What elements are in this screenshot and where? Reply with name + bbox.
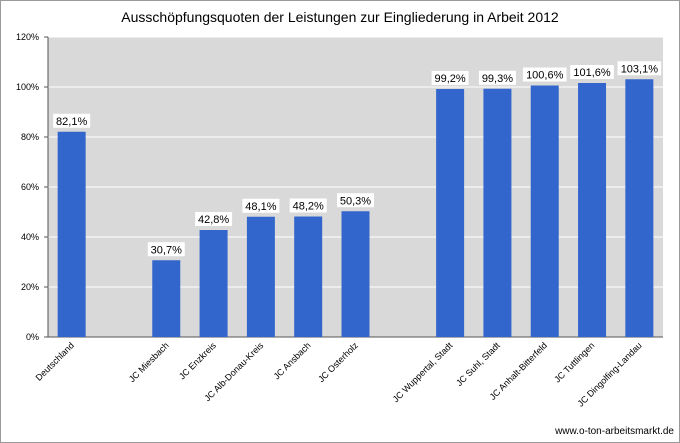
data-label-background — [195, 212, 233, 226]
bar — [57, 131, 86, 337]
data-label: 82,1% — [56, 116, 87, 128]
data-label-background — [522, 67, 567, 82]
bar — [578, 83, 607, 337]
data-label-background — [570, 65, 614, 79]
chart-title: Ausschöpfungsquoten der Leistungen zur E… — [121, 9, 559, 25]
data-label-background — [289, 198, 327, 213]
data-label: 42,8% — [198, 214, 229, 226]
bar — [294, 216, 323, 337]
data-label: 50,3% — [340, 195, 371, 207]
data-label-background — [242, 198, 280, 213]
data-label-background — [147, 242, 185, 257]
category-label: JC Suhl, Stadt — [454, 340, 502, 388]
bar — [483, 88, 512, 337]
y-tick-label: 120% — [16, 32, 39, 42]
data-label-background — [431, 71, 469, 85]
bar — [199, 230, 228, 337]
category-label: JC Ansbach — [272, 340, 313, 381]
data-label-background — [478, 70, 516, 85]
data-label: 100,6% — [526, 70, 564, 82]
category-label: Deutschland — [34, 340, 76, 382]
data-label: 99,3% — [482, 73, 513, 85]
category-label: JC Osterholz — [316, 340, 360, 384]
source-credit: www.o-ton-arbeitsmarkt.de — [554, 426, 674, 437]
data-label: 101,6% — [573, 67, 611, 79]
data-labels: 82,1% 30,7% 42,8% 48,1% 48,2% 50,3% 99,2% 99,3%… — [53, 61, 662, 257]
category-label: JC Tuttlingen — [552, 340, 596, 384]
category-label: JC Enzkreis — [177, 340, 218, 381]
data-label: 48,2% — [293, 201, 324, 213]
data-label-background — [53, 113, 91, 128]
bar — [625, 79, 654, 337]
y-tick-label: 80% — [21, 132, 39, 142]
bar — [436, 89, 465, 337]
y-tick-label: 0% — [26, 332, 39, 342]
y-tick-label: 20% — [21, 282, 39, 292]
y-tick-label: 100% — [16, 82, 39, 92]
y-tick-label: 60% — [21, 182, 39, 192]
category-label: JC Wuppertal, Stadt — [391, 340, 455, 404]
data-label: 99,2% — [435, 73, 466, 85]
data-label: 103,1% — [621, 63, 659, 75]
category-label: JC Miesbach — [127, 340, 171, 384]
bars — [57, 79, 654, 337]
bar — [246, 216, 275, 337]
data-label-background — [337, 193, 374, 208]
data-label-background — [617, 61, 662, 76]
data-label: 48,1% — [245, 201, 276, 213]
y-axis-ticks: 0% 20% 40% 60% 80% 100% 120% — [16, 32, 39, 342]
y-tick-label: 40% — [21, 232, 39, 242]
bar — [152, 260, 181, 337]
data-label: 30,7% — [151, 244, 182, 256]
bar — [530, 85, 559, 337]
bar — [341, 211, 370, 337]
